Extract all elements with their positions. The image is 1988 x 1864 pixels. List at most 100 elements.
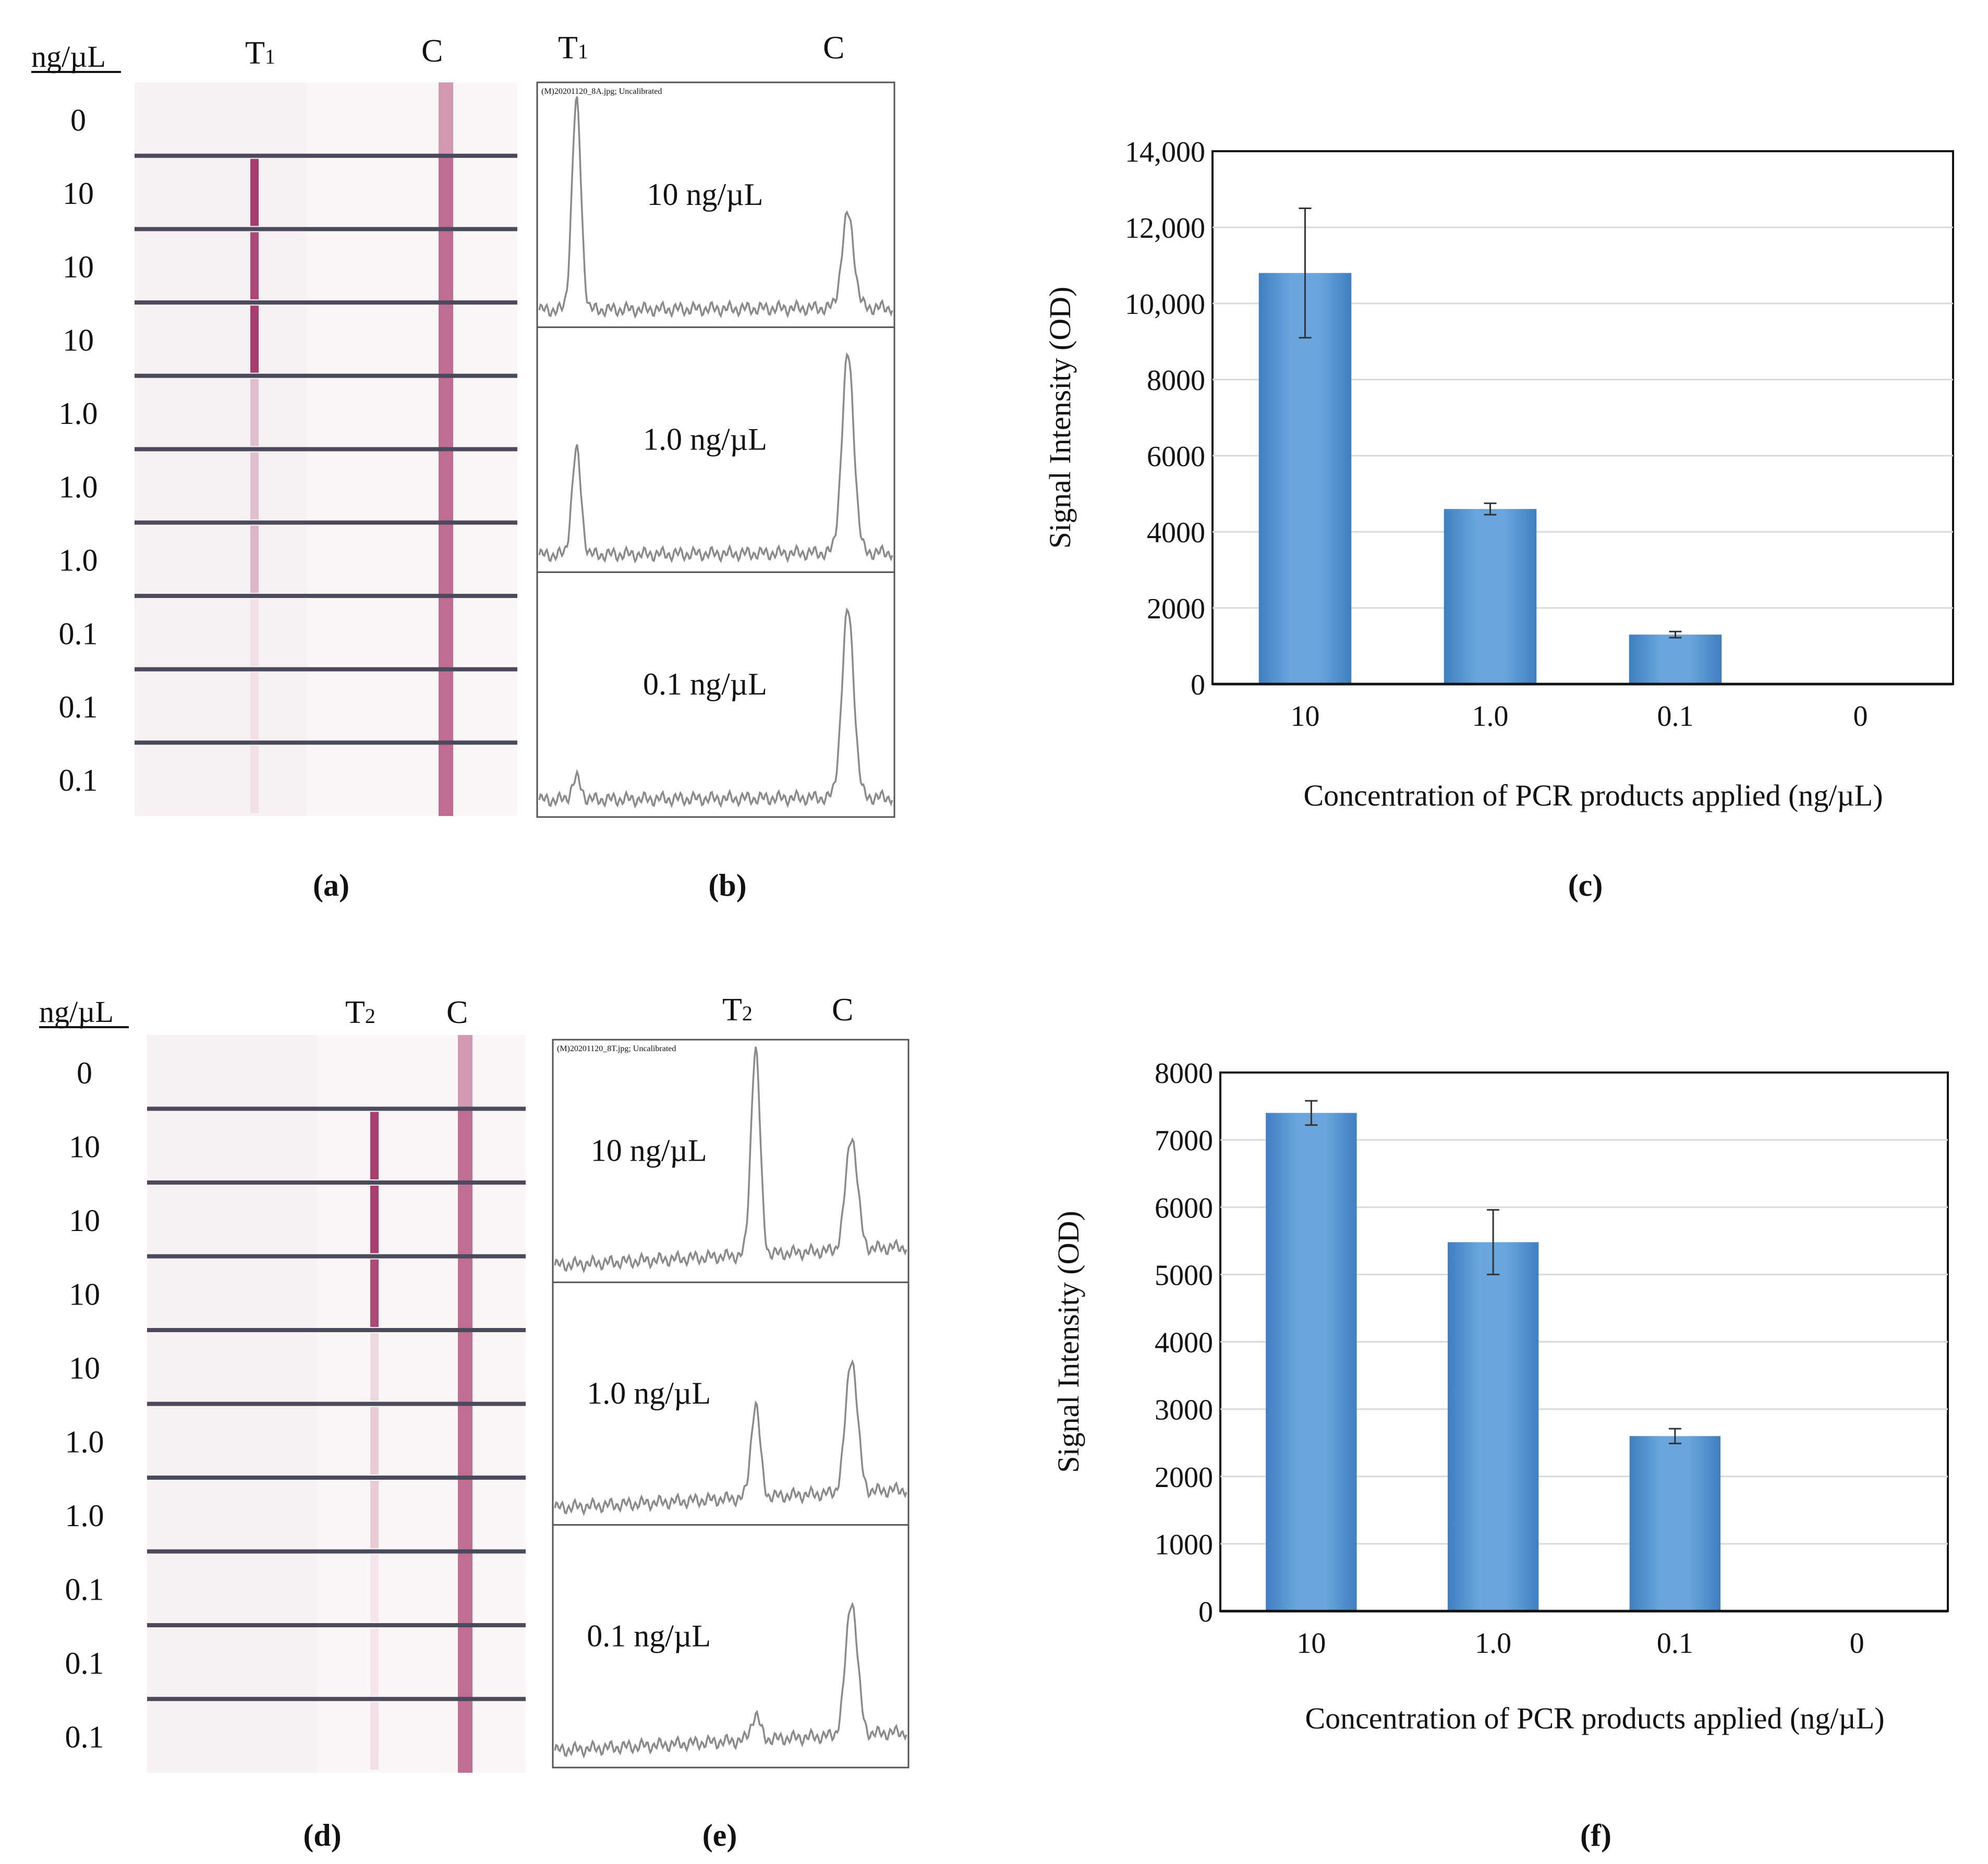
x-axis-label: Concentration of PCR products applied (n… (1303, 778, 1883, 812)
row-concentration-label: 0 (70, 103, 86, 137)
x-tick-label: 0.1 (1657, 700, 1694, 733)
test-band (370, 1333, 379, 1401)
test-band (370, 1407, 379, 1475)
test-band (370, 1481, 379, 1549)
strip-tint (135, 375, 307, 449)
control-band (439, 449, 453, 523)
density-trace (554, 1359, 907, 1516)
trace-label: 10 ng/µL (591, 1134, 707, 1168)
row-concentration-label: 1.0 (65, 1498, 104, 1533)
control-band (458, 1551, 472, 1625)
strip-row-labels: 0 10 10 10 10 1.0 1.0 0.1 0.1 0.1 (65, 1056, 104, 1755)
strip-tint (147, 1625, 318, 1699)
strip-tint (147, 1256, 318, 1330)
densitometry-traces: (M)20201120_8A.jpg; Uncalibrated 10 ng/µL… (536, 81, 895, 818)
density-trace (538, 352, 893, 564)
control-band (458, 1183, 472, 1257)
y-axis-label: Signal Intensity (OD) (1051, 1211, 1085, 1473)
panel-label-c: (c) (1568, 868, 1603, 903)
densitometry-frame (536, 81, 895, 818)
strip-image (135, 82, 517, 816)
strip-tint (135, 302, 307, 376)
control-band (439, 742, 453, 816)
control-band (439, 155, 453, 229)
x-tick-label: 1.0 (1475, 1627, 1511, 1660)
row-concentration-label: 10 (63, 176, 94, 211)
row-concentration-label: 10 (69, 1129, 100, 1164)
test-band (370, 1702, 379, 1770)
row-concentration-label: 10 (63, 323, 94, 357)
control-band (439, 82, 453, 156)
y-tick-label: 6000 (1155, 1192, 1213, 1224)
strip-tint (147, 1330, 318, 1404)
strip-tint (147, 1478, 318, 1552)
test-band (250, 746, 259, 813)
strip-unit-label: ng/µL (31, 40, 106, 74)
test-band (370, 1628, 379, 1696)
panel-label-e: (e) (702, 1818, 737, 1853)
trace-label: 10 ng/µL (647, 177, 763, 212)
x-tick-label: 0.1 (1657, 1627, 1693, 1660)
y-tick-label: 12,000 (1125, 212, 1205, 245)
test-band (370, 1186, 379, 1253)
row-concentration-label: 0.1 (59, 616, 98, 651)
bar-chart-c: 0 2000 4000 6000 8000 10,000 12,000 14,000 10 1.0… (1043, 136, 1954, 812)
control-band (458, 1478, 472, 1552)
row-concentration-label: 0.1 (65, 1646, 104, 1680)
test-band (250, 159, 259, 226)
densitometry-frame (552, 1039, 910, 1769)
strip-tint (147, 1699, 318, 1773)
test-band (250, 672, 259, 740)
densitometry-panel-b: T1 C (M)20201120_8A.jpg; Uncalibrated 10 … (536, 30, 895, 818)
strip-panel-a: ng/µL T1 C 0 10 10 10 1.0 1.0 1.0 0.1 0.1 0.1 (31, 33, 517, 816)
strip-panel-d: ng/µL T2 C 0 10 10 10 10 1.0 1.0 0.1 0.1 0.1 (39, 995, 526, 1773)
strip-test-header: T1 (245, 35, 275, 71)
trace-label: 1.0 ng/µL (643, 422, 767, 457)
y-tick-label: 0 (1191, 669, 1205, 701)
strip-tint (135, 522, 307, 596)
strip-tint (135, 449, 307, 523)
y-tick-label: 2000 (1155, 1461, 1213, 1494)
test-band (250, 526, 259, 593)
row-concentration-label: 0 (77, 1056, 92, 1090)
y-tick-label: 8000 (1155, 1057, 1213, 1090)
y-tick-label: 8000 (1147, 364, 1205, 397)
control-band (439, 595, 453, 669)
row-concentration-label: 1.0 (59, 543, 98, 578)
strip-tint (135, 155, 307, 229)
y-tick-label: 4000 (1147, 517, 1205, 549)
row-concentration-label: 0.1 (59, 690, 98, 724)
bar (1447, 1242, 1539, 1611)
y-tick-label: 6000 (1147, 441, 1205, 473)
control-band (458, 1625, 472, 1699)
trace-label: 1.0 ng/µL (587, 1376, 711, 1410)
panel-label-f: (f) (1580, 1818, 1611, 1853)
file-label: (M)20201120_8T.jpg; Uncalibrated (557, 1044, 676, 1053)
control-band (439, 522, 453, 596)
panel-label-a: (a) (313, 868, 349, 903)
y-tick-label: 2000 (1147, 593, 1205, 625)
strip-tint (147, 1551, 318, 1625)
test-band (370, 1554, 379, 1622)
row-concentration-label: 10 (69, 1203, 100, 1238)
strip-row-labels: 0 10 10 10 1.0 1.0 1.0 0.1 0.1 0.1 (59, 103, 98, 797)
density-trace (538, 96, 893, 319)
densitometry-traces: (M)20201120_8T.jpg; Uncalibrated 10 ng/µL… (552, 1039, 910, 1769)
strip-tint (135, 229, 307, 303)
test-band (250, 306, 259, 373)
row-concentration-label: 1.0 (65, 1424, 104, 1459)
control-band (458, 1699, 472, 1773)
test-band (250, 232, 259, 300)
dens-test-header: T2 (722, 992, 753, 1028)
trace-label: 0.1 ng/µL (587, 1618, 711, 1653)
strip-tint (135, 595, 307, 669)
y-tick-label: 10,000 (1125, 288, 1205, 321)
test-band (370, 1259, 379, 1327)
test-band (250, 379, 259, 446)
test-band (250, 452, 259, 520)
bar-chart-f: 0 1000 2000 3000 4000 5000 6000 7000 8000 10 1.0 0.… (1051, 1057, 1949, 1735)
strip-image (147, 1035, 526, 1773)
dens-test-header: T1 (558, 30, 588, 66)
control-band (439, 375, 453, 449)
